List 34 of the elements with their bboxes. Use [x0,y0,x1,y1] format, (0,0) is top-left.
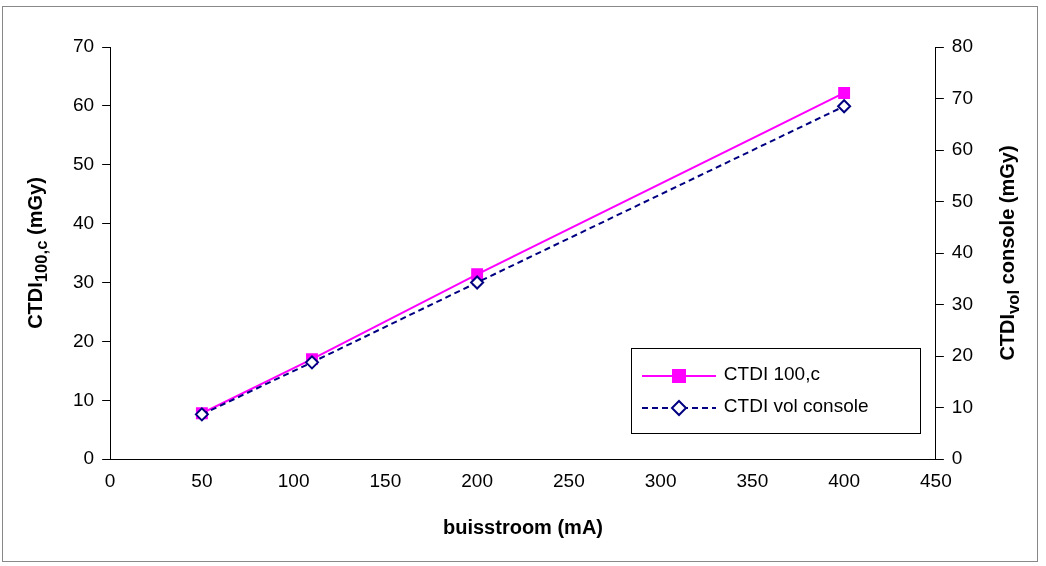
y2-tick-label: 20 [951,344,974,366]
y-tick-label: 0 [83,447,95,469]
y2-tick-label: 70 [951,86,974,108]
y-tick-label: 40 [72,211,95,233]
x-tick-label: 350 [736,469,769,491]
x-tick-label: 250 [553,469,585,491]
y2-tick-label: 50 [951,189,974,211]
y2-tick-label: 60 [951,138,974,160]
y2-tick-label: 80 [951,35,974,57]
y2-tick-label: 0 [951,447,963,469]
x-tick-label: 100 [277,469,310,491]
x-tick-label: 50 [191,469,213,491]
y2-tick-label: 30 [951,292,974,314]
x-axis-title: buisstroom (mA) [443,515,603,538]
x-tick-label: 400 [828,469,860,491]
point [470,275,485,290]
x-tick-label: 0 [104,469,116,491]
legend-label: CTDI 100,c [723,363,820,386]
x-tick-label: 200 [461,469,493,491]
x-tick-label: 150 [369,469,402,491]
y2-tick-label: 40 [951,241,974,263]
legend-label: CTDI vol console [723,395,869,418]
point [837,99,852,114]
y-tick-label: 20 [72,329,95,351]
y-tick-label: 50 [72,153,95,175]
y-tick-label: 70 [72,35,95,57]
y-tick-label: 60 [72,94,95,116]
x-tick-label: 450 [920,469,952,491]
point [838,86,851,99]
y-tick-label: 10 [72,388,95,410]
y-tick-label: 30 [72,270,95,292]
y2-tick-label: 10 [951,395,974,417]
x-tick-label: 300 [644,469,677,491]
point [304,355,319,370]
